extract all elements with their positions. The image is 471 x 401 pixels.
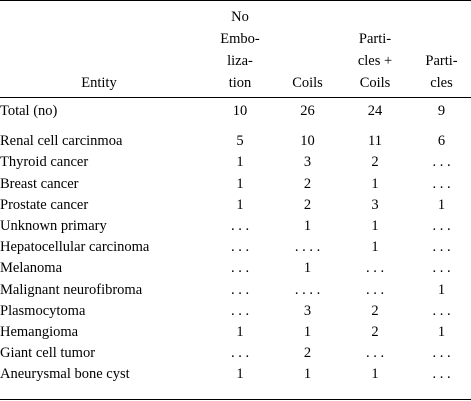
particles-coils-cell: 11 (368, 133, 382, 150)
particles-coils-cell: 1 (371, 366, 379, 383)
particles-coils-cell: 2 (371, 302, 379, 319)
coils-cell: 10 (300, 133, 315, 150)
header-line: cles + (357, 53, 393, 69)
table-row: Renal cell carcinmoa 5 10 11 6 (0, 131, 471, 152)
entity-cell: Thyroid cancer (0, 154, 89, 171)
table-row: Giant cell tumor . . . 2 . . . . . . (0, 343, 471, 364)
header-line: liza- (227, 53, 253, 69)
table-row: Plasmocytoma . . . 3 2 . . . (0, 301, 471, 322)
coils-cell: 26 (300, 103, 315, 119)
coils-cell: . . . . (294, 281, 321, 298)
coils-cell: 1 (303, 260, 312, 277)
particles-cell: . . . (432, 345, 451, 362)
entity-cell: Renal cell carcinmoa (0, 133, 123, 150)
header-line: No (231, 9, 249, 25)
coils-cell: 1 (303, 217, 312, 234)
particles-coils-cell: 2 (371, 154, 379, 171)
coils-cell: 2 (303, 196, 312, 213)
particles-coils-cell: . . . (365, 345, 385, 362)
entity-cell: Plasmocytoma (0, 302, 86, 319)
table-row: Breast cancer 1 2 1 . . . (0, 174, 471, 195)
no-embolization-cell: . . . (230, 260, 250, 277)
table-row: Hepatocellular carcinoma . . . . . . . 1… (0, 237, 471, 258)
particles-cell: . . . (432, 260, 451, 277)
header-coils: Coils (280, 72, 335, 94)
table-row: Prostate cancer 1 2 3 1 (0, 195, 471, 216)
particles-coils-cell: . . . (365, 281, 385, 298)
header-particles-coils: Parti- cles + Coils (336, 28, 414, 94)
header-line: Coils (359, 75, 391, 91)
coils-cell: 1 (303, 366, 312, 383)
particles-cell: . . . (432, 154, 451, 171)
entity-cell: Unknown primary (0, 217, 107, 234)
table-body: Total (no) 10 26 24 9 Renal cell carcinm… (0, 101, 471, 385)
entity-cell: Hepatocellular carcinoma (0, 239, 150, 256)
table-row: Unknown primary . . . 1 1 . . . (0, 216, 471, 237)
particles-coils-cell: 1 (371, 239, 379, 256)
particles-coils-cell: 24 (367, 103, 383, 119)
no-embolization-cell: 1 (236, 366, 244, 383)
particles-coils-cell: 2 (371, 323, 379, 340)
no-embolization-cell: 1 (236, 154, 244, 171)
top-rule (0, 0, 471, 1)
header-line: Parti- (358, 31, 392, 47)
particles-coils-cell: . . . (365, 260, 385, 277)
bottom-rule (0, 399, 471, 400)
table-row: Hemangioma 1 1 2 1 (0, 322, 471, 343)
table-row: Malignant neurofibroma . . . . . . . . .… (0, 280, 471, 301)
no-embolization-cell: 10 (232, 103, 248, 119)
particles-coils-cell: 1 (371, 175, 379, 192)
header-particles: Parti- cles (414, 50, 469, 94)
entity-cell: Prostate cancer (0, 196, 89, 213)
coils-cell: 3 (303, 302, 312, 319)
no-embolization-cell: 5 (236, 133, 244, 150)
entity-cell: Hemangioma (0, 323, 79, 340)
no-embolization-cell: . . . (230, 281, 250, 298)
header-no-embolization: No Embo- liza- tion (205, 6, 275, 94)
coils-cell: 2 (303, 345, 312, 362)
header-line: Entity (81, 75, 117, 91)
header-rule (0, 97, 471, 98)
particles-cell: . . . (432, 217, 451, 234)
particles-cell: 9 (437, 103, 446, 119)
header-line: tion (228, 75, 252, 91)
no-embolization-cell: . . . (230, 302, 250, 319)
coils-cell: . . . . (294, 239, 321, 256)
particles-cell: 1 (437, 196, 446, 213)
entity-cell: Melanoma (0, 260, 63, 277)
entity-cell: Total (no) (0, 103, 58, 119)
entity-cell: Malignant neurofibroma (0, 281, 143, 298)
particles-cell: . . . (432, 366, 451, 383)
table-row: Total (no) 10 26 24 9 (0, 101, 471, 122)
table-row: Melanoma . . . 1 . . . . . . (0, 258, 471, 279)
no-embolization-cell: 1 (236, 175, 244, 192)
particles-cell: . . . (432, 239, 451, 256)
header-entity: Entity (0, 72, 198, 94)
no-embolization-cell: 1 (236, 323, 244, 340)
particles-coils-cell: 3 (371, 196, 379, 213)
coils-cell: 2 (303, 175, 312, 192)
particles-cell: 1 (437, 323, 446, 340)
particles-coils-cell: 1 (371, 217, 379, 234)
no-embolization-cell: . . . (230, 239, 250, 256)
no-embolization-cell: . . . (230, 217, 250, 234)
header-line: cles (430, 75, 453, 91)
entity-cell: Breast cancer (0, 175, 79, 192)
no-embolization-cell: 1 (236, 196, 244, 213)
particles-cell: 1 (437, 281, 446, 298)
coils-cell: 1 (303, 323, 312, 340)
entity-cell: Aneurysmal bone cyst (0, 366, 130, 383)
header-line: Coils (292, 75, 323, 91)
particles-cell: 6 (437, 133, 446, 150)
table-row: Aneurysmal bone cyst 1 1 1 . . . (0, 364, 471, 385)
table-row: Thyroid cancer 1 3 2 . . . (0, 152, 471, 173)
entity-cell: Giant cell tumor (0, 345, 96, 362)
no-embolization-cell: . . . (230, 345, 250, 362)
particles-cell: . . . (432, 175, 451, 192)
header-line: Parti- (425, 53, 458, 69)
header-line: Embo- (220, 31, 260, 47)
coils-cell: 3 (303, 154, 312, 171)
particles-cell: . . . (432, 302, 451, 319)
